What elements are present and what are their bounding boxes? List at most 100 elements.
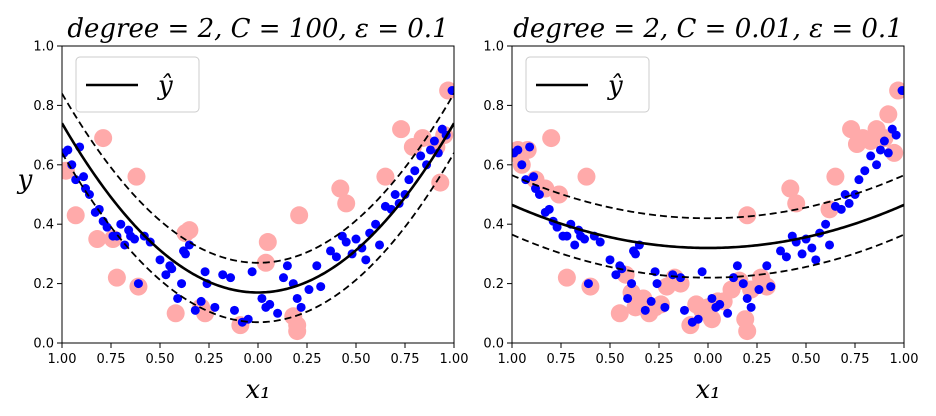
x-tick: 0.50: [596, 343, 624, 367]
x-tick: 1.00: [440, 343, 468, 367]
data-point: [161, 270, 171, 280]
data-point: [534, 190, 544, 199]
x-tick: 0.25: [195, 343, 223, 367]
data-point: [316, 282, 326, 292]
x-tick: 1.00: [498, 343, 527, 367]
data-point: [525, 142, 535, 152]
chart-panel-2: 1.00 0.75 0.50 0.25 0.00 0.25 0.50 0.75 1.000.00…: [483, 14, 918, 405]
data-point: [732, 261, 742, 271]
data-point: [860, 166, 870, 176]
plot-area: [512, 81, 904, 341]
support-vector-point: [738, 206, 757, 225]
plot-area: [62, 81, 454, 341]
data-point: [797, 249, 807, 259]
support-vector-point: [166, 304, 185, 323]
support-vector-point: [885, 143, 904, 162]
data-point: [728, 273, 738, 283]
margin-line: [512, 174, 904, 220]
data-point: [872, 160, 882, 170]
data-point: [173, 293, 183, 303]
data-point: [844, 198, 854, 208]
y-tick-label: 1.0: [33, 40, 54, 55]
data-point: [640, 305, 650, 315]
data-point: [746, 302, 756, 312]
data-point: [850, 190, 860, 199]
data-point: [243, 314, 253, 324]
y-tick: 0.6: [33, 158, 62, 173]
data-point: [273, 308, 283, 318]
y-tick: 0.8: [33, 99, 62, 114]
prediction-line: [512, 203, 904, 250]
x-tick: 0.75: [97, 343, 125, 367]
support-vector-point: [787, 194, 806, 213]
support-vector-point: [550, 185, 569, 204]
y-tick-label: 0.0: [33, 337, 54, 352]
data-point: [605, 255, 615, 265]
support-vector-point: [557, 268, 576, 287]
data-point: [351, 234, 361, 244]
data-point: [668, 270, 678, 280]
support-vector-point: [610, 304, 629, 323]
support-vector-point: [196, 304, 215, 323]
y-tick: 0.8: [483, 99, 512, 114]
data-point: [807, 243, 817, 253]
support-vector-point: [127, 167, 146, 186]
data-point: [836, 204, 846, 214]
x-tick-label: 1.00: [48, 352, 77, 367]
data-point: [133, 279, 143, 289]
y-tick-label: 0.6: [33, 158, 54, 173]
x-tick-label: 0.25: [743, 352, 772, 367]
data-point: [326, 246, 336, 256]
support-vector-point: [258, 233, 277, 252]
x-tick-label: 1.00: [498, 352, 527, 367]
support-vector-point: [702, 310, 721, 329]
data-point: [130, 234, 140, 244]
y-tick: 0.4: [33, 218, 62, 233]
data-point: [883, 148, 893, 158]
x-tick: 0.75: [391, 343, 419, 367]
y-tick-label: 0.2: [483, 277, 504, 292]
data-point: [218, 270, 228, 280]
y-tick: 0.0: [33, 337, 62, 352]
y-axis-label: y: [17, 165, 33, 195]
data-point: [866, 151, 876, 161]
data-point: [580, 234, 590, 244]
x-tick-label: 0.75: [547, 352, 576, 367]
data-point: [776, 246, 786, 256]
data-point: [229, 305, 239, 315]
data-point: [825, 240, 835, 250]
data-point: [341, 237, 351, 247]
data-point: [676, 273, 686, 283]
y-tick-label: 0.2: [33, 277, 54, 292]
data-point: [630, 249, 640, 259]
x-axis-label: x₁: [695, 375, 720, 405]
data-point: [102, 222, 112, 232]
data-point: [754, 285, 764, 295]
data-point: [627, 279, 637, 289]
support-vector-point: [180, 221, 199, 240]
data-point: [723, 308, 733, 318]
support-vector-point: [879, 105, 898, 124]
support-vector-point: [542, 129, 561, 148]
data-point: [583, 279, 593, 289]
prediction-line: [62, 122, 454, 294]
data-point: [116, 219, 126, 229]
data-point: [196, 296, 206, 306]
data-point: [854, 175, 864, 185]
y-tick-label: 0.4: [483, 218, 504, 233]
data-point: [660, 302, 670, 312]
data-point: [257, 293, 267, 303]
support-vector-point: [431, 173, 450, 192]
data-point: [693, 314, 703, 324]
x-tick-label: 0.25: [293, 352, 322, 367]
support-vector-point: [671, 274, 690, 293]
data-point: [697, 267, 707, 277]
y-tick: 0.6: [483, 158, 512, 173]
support-vector-point: [376, 167, 395, 186]
data-point: [247, 267, 257, 277]
x-tick: 0.50: [342, 343, 370, 367]
y-tick-label: 0.8: [33, 99, 54, 114]
chart-panel-1: 1.00 0.75 0.50 0.25 0.00 0.25 0.50 0.75 1.000.00…: [17, 14, 469, 405]
data-point: [552, 222, 562, 232]
data-point: [312, 261, 322, 271]
